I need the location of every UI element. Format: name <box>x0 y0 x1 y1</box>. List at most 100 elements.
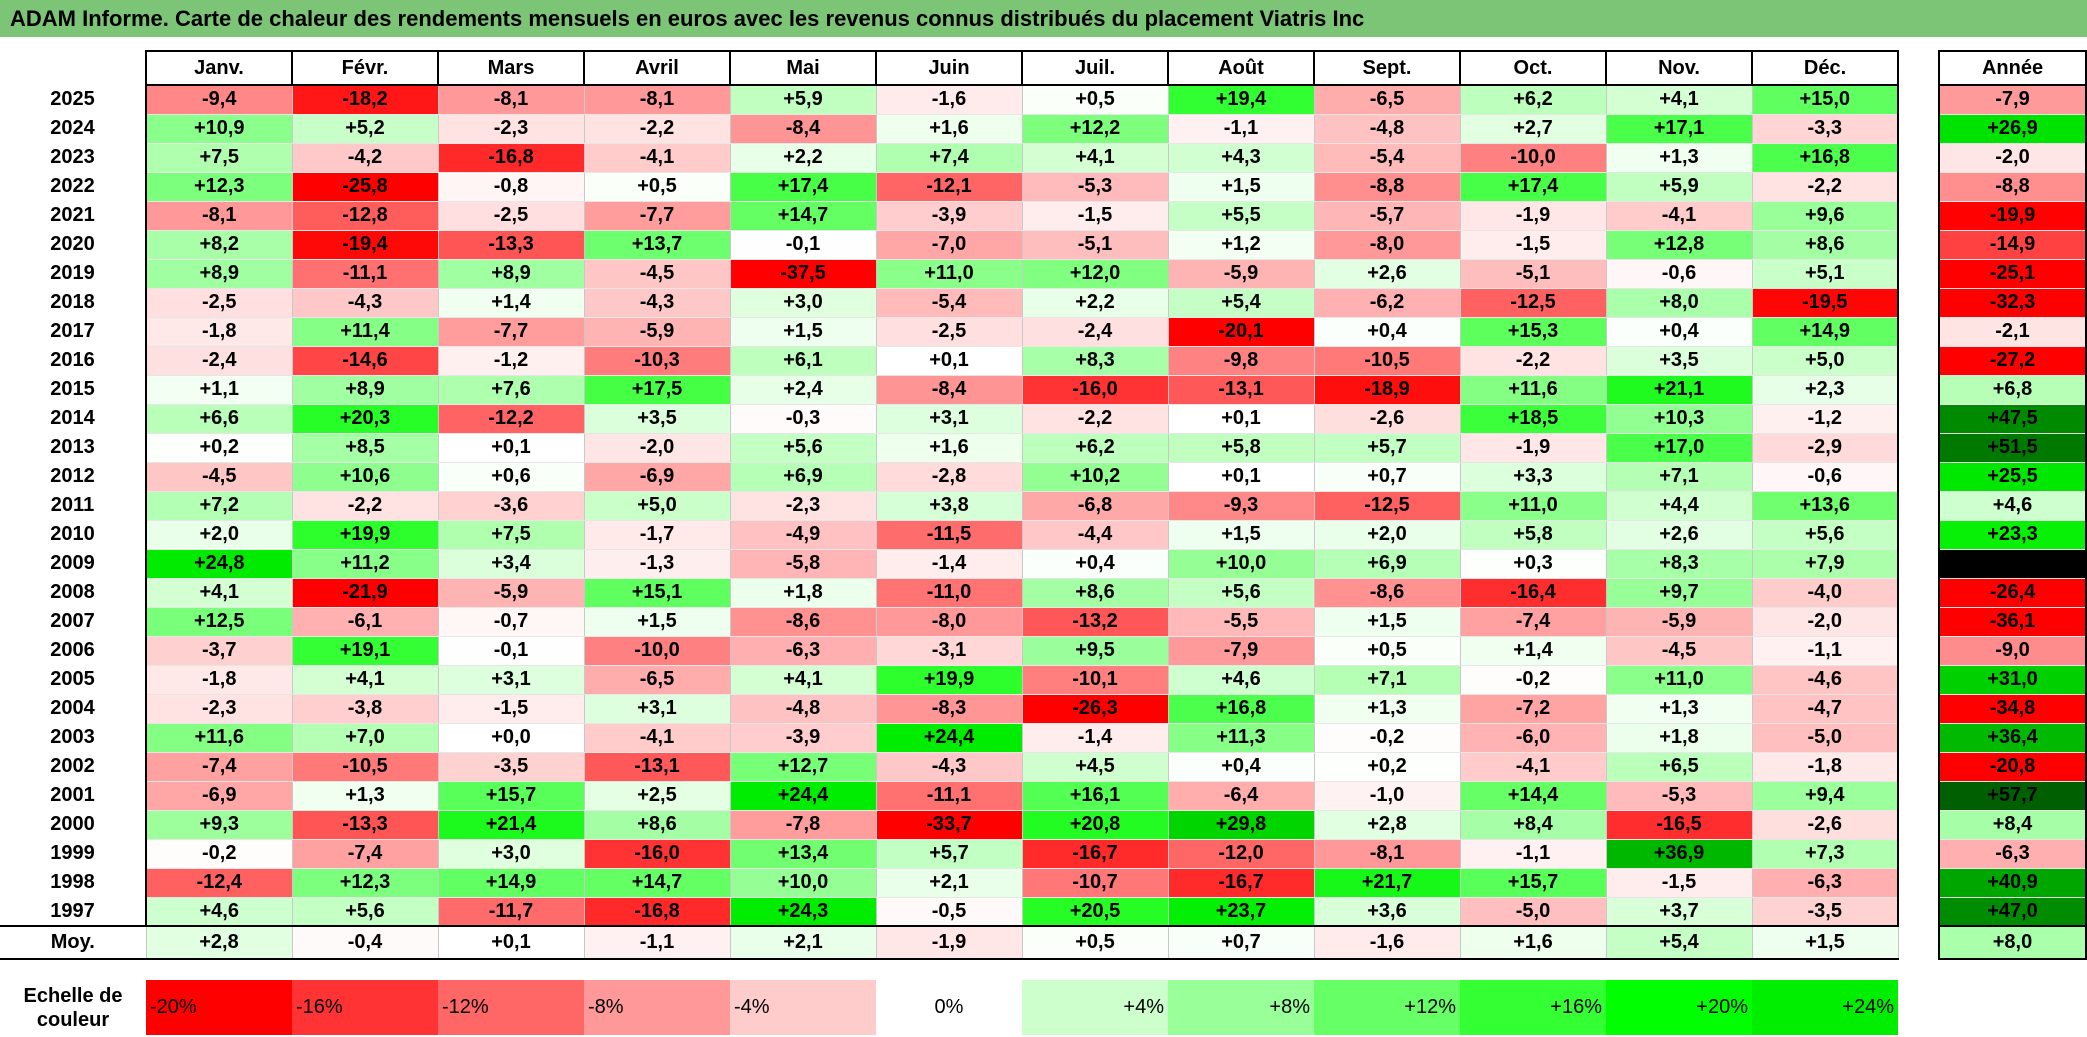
year-label: 2011 <box>50 494 95 516</box>
heatmap-cell: -6,8 <box>1021 491 1169 521</box>
heatmap-cell: -3,5 <box>437 752 585 782</box>
heatmap-cell: +0,1 <box>437 433 585 463</box>
heatmap-cell: +3,5 <box>583 404 731 434</box>
heatmap-cell: -6,3 <box>729 636 877 666</box>
heatmap-cell: +24,8 <box>145 549 293 579</box>
heatmap-cell: -2,4 <box>1021 317 1169 347</box>
heatmap-cell: -4,2 <box>291 143 439 173</box>
annual-returns-column: Année -7,9 +26,9 -2,0 -8,8 -19,9 -14,9 -25,1 -3… <box>1938 50 2087 960</box>
month-header: Févr. <box>291 50 439 86</box>
heatmap-cell: -4,9 <box>729 520 877 550</box>
heatmap-cell: +4,6 <box>145 897 293 927</box>
heatmap-cell: +10,0 <box>1167 549 1315 579</box>
heatmap-cell: -20,1 <box>1167 317 1315 347</box>
color-scale-swatch: -16% <box>292 980 438 1035</box>
heatmap-cell: +1,4 <box>437 288 585 318</box>
heatmap-cell: -4,5 <box>583 259 731 289</box>
heatmap-cell: +2,2 <box>1021 288 1169 318</box>
heatmap-cell: +1,5 <box>583 607 731 637</box>
heatmap-cell: +20,8 <box>1021 810 1169 840</box>
heatmap-cell: +6,1 <box>729 346 877 376</box>
heatmap-cell: -4,6 <box>1751 665 1899 695</box>
year-row: 2021 -8,1 -12,8 -2,5 -7,7 +14,7 -3,9 -1,5 +5,5 -5… <box>0 201 1899 231</box>
annual-cell: -2,0 <box>1938 143 2087 173</box>
heatmap-cell: -10,5 <box>291 752 439 782</box>
heatmap-cell: -2,6 <box>1313 404 1461 434</box>
year-label: 2017 <box>50 320 95 342</box>
year-label: 1997 <box>50 899 95 922</box>
heatmap-cell: +4,1 <box>1021 143 1169 173</box>
year-row: 2024 +10,9 +5,2 -2,3 -2,2 -8,4 +1,6 +12,2 -1,1 -4… <box>0 114 1899 144</box>
heatmap-cell: -3,1 <box>875 636 1023 666</box>
average-cell: +5,4 <box>1605 925 1753 960</box>
year-row: 2015 +1,1 +8,9 +7,6 +17,5 +2,4 -8,4 -16,0 -13,1-… <box>0 375 1899 405</box>
month-header: Nov. <box>1605 50 1753 86</box>
year-row: 2000 +9,3 -13,3 +21,4 +8,6 -7,8 -33,7 +20,8 +29,… <box>0 810 1899 840</box>
heatmap-cell: -2,2 <box>1459 346 1607 376</box>
heatmap-cell: +4,3 <box>1167 143 1315 173</box>
heatmap-cell: +0,5 <box>1313 636 1461 666</box>
heatmap-cell: +17,0 <box>1605 433 1753 463</box>
heatmap-cell: +29,8 <box>1167 810 1315 840</box>
corner-cell <box>0 51 146 85</box>
heatmap-cell: +17,5 <box>583 375 731 405</box>
heatmap-cell: -10,5 <box>1313 346 1461 376</box>
heatmap-cell: +12,8 <box>1605 230 1753 260</box>
heatmap-cell: -6,1 <box>291 607 439 637</box>
year-label: 1999 <box>50 842 95 864</box>
heatmap-cell: +0,7 <box>1313 462 1461 492</box>
year-label: 2012 <box>50 465 95 487</box>
heatmap-cell: +24,3 <box>729 897 877 927</box>
average-cell: +0,1 <box>437 925 585 960</box>
heatmap-cell: +1,6 <box>875 114 1023 144</box>
heatmap-cell: -0,2 <box>1313 723 1461 753</box>
heatmap-cell: -4,1 <box>1605 201 1753 231</box>
heatmap-cell: +13,6 <box>1751 491 1899 521</box>
heatmap-cell: +4,4 <box>1605 491 1753 521</box>
heatmap-cell: -1,4 <box>1021 723 1169 753</box>
heatmap-cell: -1,5 <box>1605 868 1753 898</box>
year-row: 1999 -0,2 -7,4 +3,0 -16,0 +13,4 +5,7 -16,7 -12,0… <box>0 839 1899 869</box>
heatmap-cell: -16,8 <box>583 897 731 927</box>
heatmap-cell: +17,1 <box>1605 114 1753 144</box>
heatmap-cell: +2,2 <box>729 143 877 173</box>
heatmap-cell: -9,3 <box>1167 491 1315 521</box>
heatmap-cell: +7,6 <box>437 375 585 405</box>
annual-cell: -25,1 <box>1938 259 2087 289</box>
heatmap-cell: -1,8 <box>145 665 293 695</box>
heatmap-cell: -25,8 <box>291 172 439 202</box>
heatmap-cell: +20,5 <box>1021 897 1169 927</box>
year-label: 2002 <box>50 755 95 777</box>
heatmap-cell: +4,1 <box>291 665 439 695</box>
heatmap-cell: +5,2 <box>291 114 439 144</box>
heatmap-cell: -1,8 <box>1751 752 1899 782</box>
average-cell: +1,6 <box>1459 925 1607 960</box>
color-scale-legend: Echelle de couleur -20% -16% -12% -8% -4% 0% +… <box>0 980 1901 1035</box>
heatmap-cell: +0,6 <box>437 462 585 492</box>
annual-cell: +57,7 <box>1938 781 2087 811</box>
heatmap-cell: -5,9 <box>583 317 731 347</box>
year-row: 2022 +12,3 -25,8 -0,8 +0,5 +17,4 -12,1 -5,3 +1,5… <box>0 172 1899 202</box>
heatmap-cell: -1,5 <box>437 694 585 724</box>
heatmap-cell: +7,3 <box>1751 839 1899 869</box>
heatmap-cell: +11,0 <box>875 259 1023 289</box>
heatmap-cell: -0,8 <box>437 172 585 202</box>
heatmap-cell: +10,3 <box>1605 404 1753 434</box>
year-row: 2012 -4,5 +10,6 +0,6 -6,9 +6,9 -2,8 +10,2 +0,1 +0… <box>0 462 1899 492</box>
heatmap-cell: +2,0 <box>145 520 293 550</box>
heatmap-cell: +4,6 <box>1167 665 1315 695</box>
heatmap-cell: +2,0 <box>1313 520 1461 550</box>
heatmap-cell: -3,6 <box>437 491 585 521</box>
average-cell: +0,5 <box>1021 925 1169 960</box>
year-label: 1998 <box>50 871 95 893</box>
heatmap-cell: -16,7 <box>1167 868 1315 898</box>
heatmap-cell: +1,1 <box>145 375 293 405</box>
heatmap-cell: +7,9 <box>1751 549 1899 579</box>
heatmap-cell: +4,1 <box>1605 85 1753 115</box>
heatmap-cell: +15,1 <box>583 578 731 608</box>
annual-cell: +47,0 <box>1938 897 2087 927</box>
heatmap-cell: +19,9 <box>875 665 1023 695</box>
year-label: 2008 <box>50 581 95 603</box>
annual-cell: +47,5 <box>1938 404 2087 434</box>
heatmap-cell: -7,4 <box>145 752 293 782</box>
